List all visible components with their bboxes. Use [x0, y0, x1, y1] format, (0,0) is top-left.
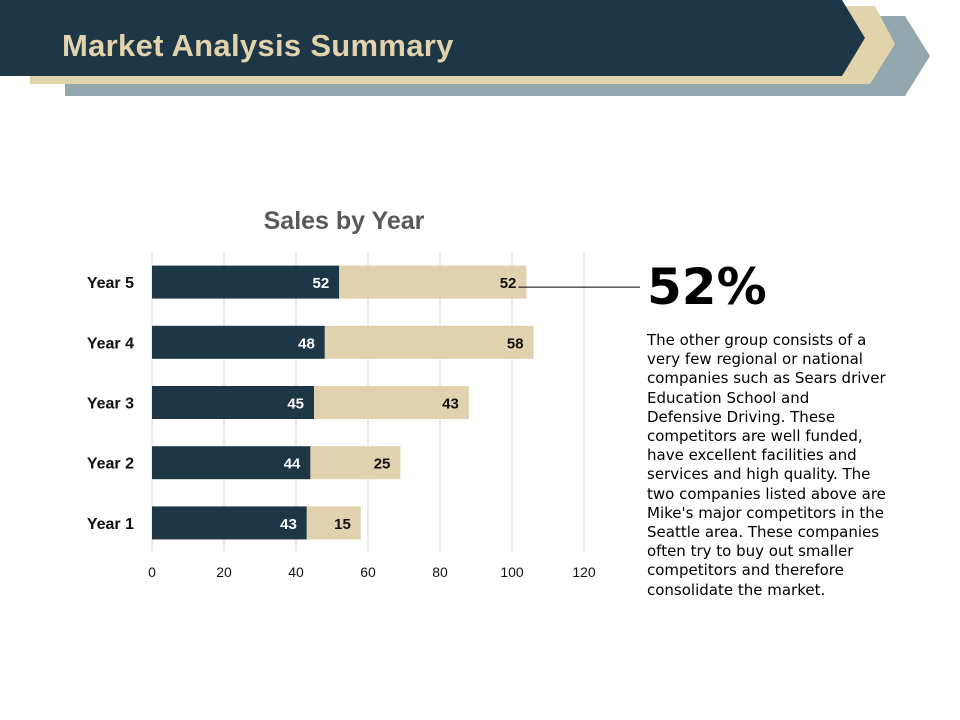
- bar-value-label: 44: [284, 456, 301, 473]
- x-tick-label: 120: [572, 564, 596, 580]
- bar-segment: [310, 446, 401, 480]
- bar-value-label: 45: [287, 396, 304, 413]
- chart-title: Sales by Year: [264, 207, 425, 235]
- labels: 0 20 40 60 80 100 120 Year 1 43 15 Year 2 44 25 Year …: [87, 275, 640, 580]
- x-tick-label: 60: [360, 564, 376, 580]
- bar-value-label: 52: [313, 275, 330, 292]
- bar-segment: [152, 506, 307, 540]
- callout-description: The other group consists of a very few r…: [647, 331, 886, 599]
- x-tick-label: 80: [432, 564, 448, 580]
- bars: [152, 265, 534, 540]
- x-tick-label: 100: [500, 564, 524, 580]
- bar-segment: [324, 325, 534, 359]
- bar-value-label: 48: [298, 335, 315, 352]
- bar-segment: [152, 325, 325, 359]
- bar-value-label: 52: [500, 275, 517, 292]
- bar-value-label: 43: [280, 516, 297, 533]
- sales-bar-chart: Sales by Year 0 20 40 60 80 100 120 Year 1 43 15 Y…: [87, 207, 640, 580]
- bar-segment: [152, 265, 340, 299]
- x-tick-label: 0: [148, 564, 156, 580]
- bar-segment: [314, 386, 469, 419]
- category-label: Year 4: [87, 335, 134, 352]
- header-banner: [0, 0, 930, 96]
- bar-segment: [152, 446, 311, 480]
- category-label: Year 3: [87, 396, 134, 413]
- x-tick-label: 20: [216, 564, 232, 580]
- bar-value-label: 15: [334, 516, 351, 533]
- x-tick-label: 40: [288, 564, 304, 580]
- banner-front-stripe: [0, 0, 865, 76]
- bar-value-label: 58: [507, 335, 524, 352]
- bar-segment: [306, 506, 361, 540]
- category-label: Year 1: [87, 516, 134, 533]
- bar-segment: [152, 386, 314, 419]
- bar-value-label: 43: [442, 396, 459, 413]
- category-label: Year 2: [87, 456, 134, 473]
- bar-segment: [339, 265, 527, 299]
- bar-value-label: 25: [374, 456, 391, 473]
- callout-percentage: 52%: [647, 258, 767, 316]
- page-title: Market Analysis Summary: [62, 28, 454, 63]
- category-label: Year 5: [87, 275, 134, 292]
